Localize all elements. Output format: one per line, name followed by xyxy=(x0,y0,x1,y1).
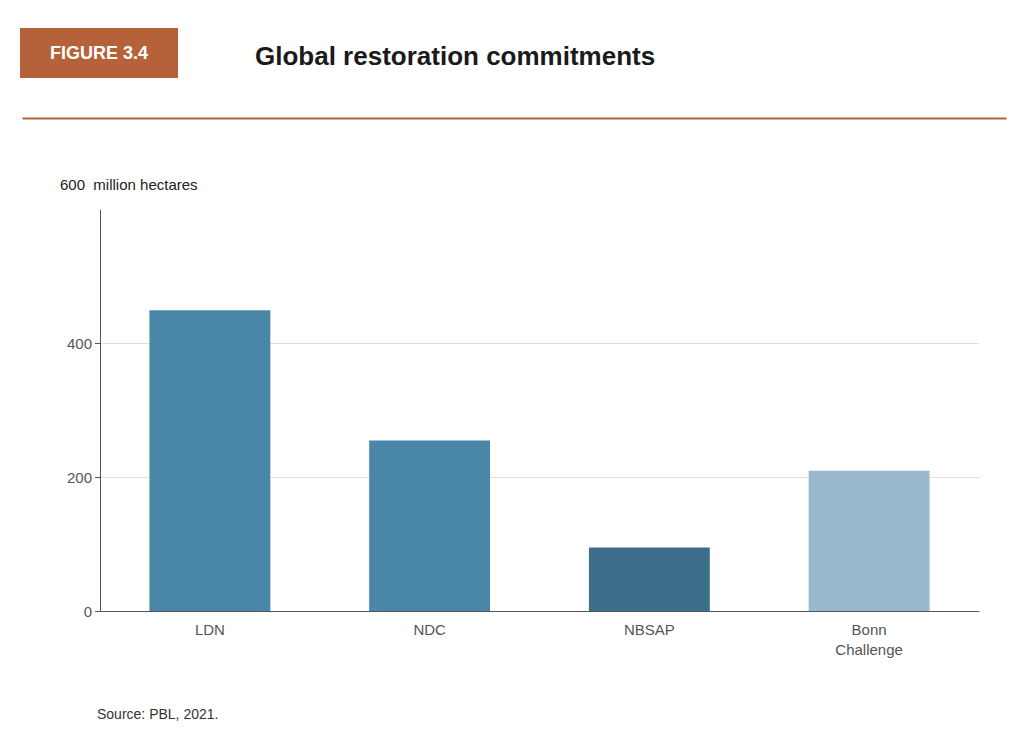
svg-text:Bonn: Bonn xyxy=(852,621,887,638)
svg-text:600 million hectares: 600 million hectares xyxy=(60,176,198,193)
svg-text:LDN: LDN xyxy=(195,621,225,638)
svg-text:200: 200 xyxy=(67,469,92,486)
svg-text:NBSAP: NBSAP xyxy=(624,621,675,638)
svg-text:Source: PBL, 2021.: Source: PBL, 2021. xyxy=(97,706,218,722)
svg-text:Challenge: Challenge xyxy=(835,641,903,658)
svg-text:NDC: NDC xyxy=(413,621,446,638)
svg-text:400: 400 xyxy=(67,335,92,352)
svg-text:0: 0 xyxy=(84,603,92,620)
svg-text:FIGURE 3.4: FIGURE 3.4 xyxy=(50,43,148,63)
svg-text:Global restoration commitments: Global restoration commitments xyxy=(255,41,655,71)
